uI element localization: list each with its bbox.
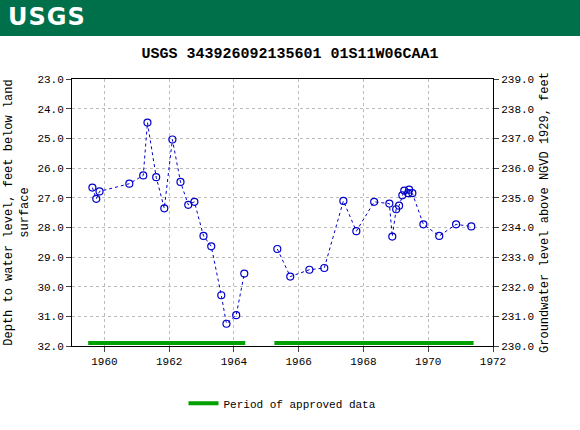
svg-text:31.0: 31.0 (37, 311, 63, 323)
svg-text:230.0: 230.0 (501, 341, 534, 353)
svg-text:1970: 1970 (415, 356, 441, 368)
svg-text:1968: 1968 (350, 356, 376, 368)
svg-text:32.0: 32.0 (37, 341, 63, 353)
svg-text:233.0: 233.0 (501, 252, 534, 264)
svg-text:237.0: 237.0 (501, 133, 534, 145)
svg-text:1960: 1960 (91, 356, 117, 368)
svg-text:232.0: 232.0 (501, 282, 534, 294)
svg-text:25.0: 25.0 (37, 133, 63, 145)
svg-text:1966: 1966 (285, 356, 311, 368)
svg-text:234.0: 234.0 (501, 222, 534, 234)
svg-text:Period of approved data: Period of approved data (224, 399, 376, 411)
svg-text:30.0: 30.0 (37, 282, 63, 294)
svg-text:26.0: 26.0 (37, 163, 63, 175)
svg-text:1972: 1972 (480, 356, 506, 368)
svg-text:USGS 343926092135601 01S11W06C: USGS 343926092135601 01S11W06CAA1 (141, 46, 438, 63)
svg-text:Groundwater level above NGVD 1: Groundwater level above NGVD 1929, feet (538, 72, 552, 353)
svg-text:235.0: 235.0 (501, 193, 534, 205)
svg-text:Depth to water level, feet bel: Depth to water level, feet below landsur… (2, 79, 32, 345)
svg-text:28.0: 28.0 (37, 222, 63, 234)
svg-text:238.0: 238.0 (501, 104, 534, 116)
svg-text:236.0: 236.0 (501, 163, 534, 175)
svg-text:29.0: 29.0 (37, 252, 63, 264)
svg-text:231.0: 231.0 (501, 311, 534, 323)
svg-text:23.0: 23.0 (37, 74, 63, 86)
svg-text:1962: 1962 (156, 356, 182, 368)
html-text:USGS: USGS (8, 3, 86, 31)
svg-text:239.0: 239.0 (501, 74, 534, 86)
svg-text:1964: 1964 (221, 356, 248, 368)
svg-text:24.0: 24.0 (37, 104, 63, 116)
svg-text:27.0: 27.0 (37, 193, 63, 205)
